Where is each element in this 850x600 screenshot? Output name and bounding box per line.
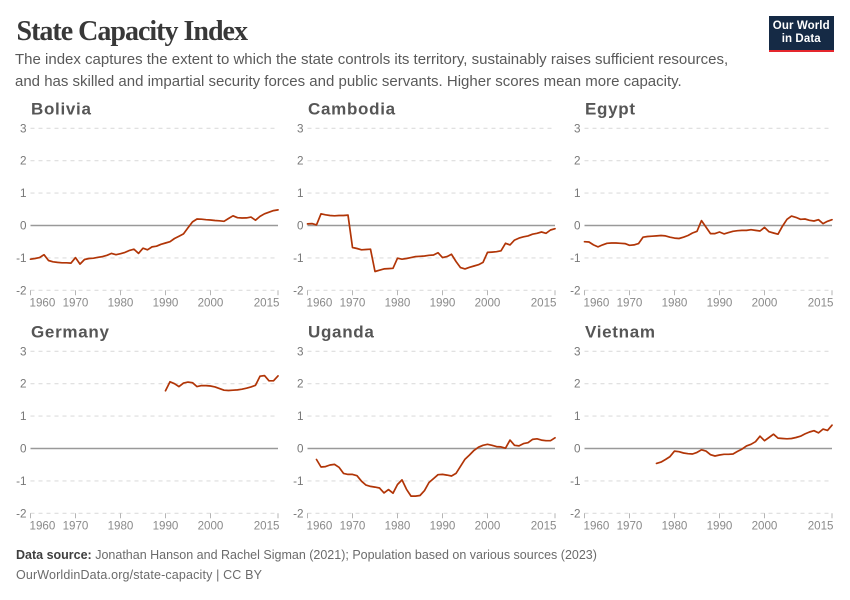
- svg-text:2015: 2015: [254, 519, 280, 532]
- svg-text:2015: 2015: [254, 296, 280, 309]
- svg-text:2000: 2000: [198, 519, 224, 532]
- svg-text:1990: 1990: [430, 519, 456, 532]
- svg-text:3: 3: [20, 345, 27, 358]
- svg-text:0: 0: [20, 220, 27, 233]
- svg-text:2000: 2000: [475, 519, 501, 532]
- svg-text:2: 2: [20, 155, 27, 168]
- svg-text:2: 2: [297, 155, 304, 168]
- svg-text:2000: 2000: [752, 296, 778, 309]
- svg-text:2000: 2000: [475, 296, 501, 309]
- svg-text:-2: -2: [16, 507, 26, 520]
- svg-text:0: 0: [297, 220, 304, 233]
- svg-text:0: 0: [297, 443, 304, 456]
- svg-text:1: 1: [297, 187, 304, 200]
- svg-text:1970: 1970: [63, 296, 89, 309]
- svg-text:-1: -1: [293, 252, 303, 265]
- svg-text:-1: -1: [570, 252, 580, 265]
- svg-text:3: 3: [574, 122, 581, 135]
- svg-text:1960: 1960: [584, 519, 610, 532]
- svg-text:1990: 1990: [707, 519, 733, 532]
- svg-text:2015: 2015: [808, 519, 834, 532]
- svg-text:2000: 2000: [198, 296, 224, 309]
- svg-text:1970: 1970: [617, 519, 643, 532]
- svg-text:1: 1: [20, 187, 27, 200]
- svg-text:-2: -2: [570, 284, 580, 297]
- svg-text:2: 2: [20, 378, 27, 391]
- svg-text:1960: 1960: [307, 519, 333, 532]
- svg-text:1970: 1970: [340, 519, 366, 532]
- svg-text:-1: -1: [16, 475, 26, 488]
- svg-text:1990: 1990: [707, 296, 733, 309]
- svg-text:-2: -2: [570, 507, 580, 520]
- svg-text:1970: 1970: [63, 519, 89, 532]
- svg-text:0: 0: [574, 220, 581, 233]
- svg-text:2: 2: [574, 378, 581, 391]
- svg-text:1: 1: [574, 187, 581, 200]
- svg-text:3: 3: [20, 122, 27, 135]
- svg-text:1980: 1980: [108, 519, 134, 532]
- svg-text:Egypt: Egypt: [585, 100, 636, 119]
- svg-text:1970: 1970: [617, 296, 643, 309]
- svg-text:1960: 1960: [30, 519, 56, 532]
- svg-text:1980: 1980: [662, 296, 688, 309]
- svg-text:-2: -2: [16, 284, 26, 297]
- svg-text:-1: -1: [16, 252, 26, 265]
- svg-text:2015: 2015: [531, 519, 557, 532]
- svg-text:0: 0: [574, 443, 581, 456]
- svg-text:3: 3: [297, 122, 304, 135]
- svg-text:-1: -1: [293, 475, 303, 488]
- svg-text:1960: 1960: [307, 296, 333, 309]
- svg-text:2000: 2000: [752, 519, 778, 532]
- svg-text:Cambodia: Cambodia: [308, 100, 396, 119]
- svg-text:Germany: Germany: [31, 323, 110, 342]
- svg-text:2015: 2015: [531, 296, 557, 309]
- svg-text:3: 3: [297, 345, 304, 358]
- svg-text:Bolivia: Bolivia: [31, 100, 92, 119]
- svg-text:1: 1: [20, 410, 27, 423]
- svg-text:-1: -1: [570, 475, 580, 488]
- svg-text:1960: 1960: [584, 296, 610, 309]
- svg-text:1970: 1970: [340, 296, 366, 309]
- svg-text:1980: 1980: [385, 296, 411, 309]
- svg-text:2: 2: [297, 378, 304, 391]
- svg-text:1980: 1980: [385, 519, 411, 532]
- svg-text:2015: 2015: [808, 296, 834, 309]
- svg-text:2: 2: [574, 155, 581, 168]
- svg-text:1: 1: [574, 410, 581, 423]
- svg-text:1990: 1990: [153, 296, 179, 309]
- svg-text:Uganda: Uganda: [308, 323, 375, 342]
- svg-text:Vietnam: Vietnam: [585, 323, 656, 342]
- svg-text:1980: 1980: [108, 296, 134, 309]
- svg-text:1: 1: [297, 410, 304, 423]
- svg-text:0: 0: [20, 443, 27, 456]
- svg-text:1990: 1990: [430, 296, 456, 309]
- svg-text:1980: 1980: [662, 519, 688, 532]
- svg-text:1960: 1960: [30, 296, 56, 309]
- svg-text:-2: -2: [293, 507, 303, 520]
- svg-text:3: 3: [574, 345, 581, 358]
- svg-text:-2: -2: [293, 284, 303, 297]
- svg-text:1990: 1990: [153, 519, 179, 532]
